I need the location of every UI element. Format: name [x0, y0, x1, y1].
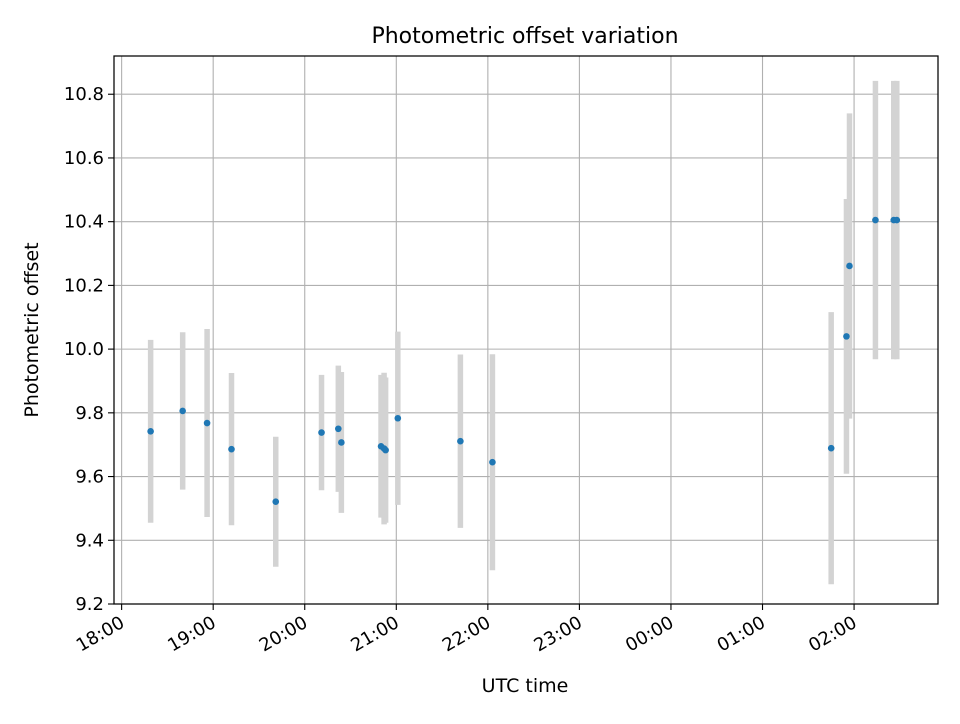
y-tick-label: 10.4 — [64, 212, 104, 233]
data-point — [272, 498, 280, 506]
data-point — [457, 437, 464, 445]
y-axis-ticks: 9.2 9.4 9.6 9.8 10.0 10.2 10.4 10.6 10.8 — [64, 84, 114, 615]
data-point — [203, 419, 211, 427]
data-point — [228, 445, 235, 453]
data-point — [394, 414, 402, 422]
plot-frame — [113, 55, 939, 605]
y-tick-label: 9.2 — [75, 594, 104, 615]
data-point — [382, 446, 389, 454]
y-tick-label: 10.0 — [64, 339, 104, 360]
data-point — [872, 216, 879, 224]
data-point — [318, 429, 325, 436]
data-point — [335, 425, 342, 433]
grid-layer — [114, 56, 938, 605]
chart-title: Photometric offset variation — [371, 24, 678, 49]
data-point — [147, 428, 154, 435]
y-axis-label: Photometric offset — [21, 242, 43, 417]
marker-layer — [147, 216, 901, 506]
y-tick-label: 10.6 — [64, 148, 104, 169]
data-point — [338, 439, 345, 446]
data-point — [843, 333, 850, 340]
y-tick-label: 9.4 — [75, 530, 104, 551]
x-axis-label: UTC time — [482, 675, 569, 697]
y-tick-label: 10.8 — [64, 84, 104, 105]
data-point — [827, 444, 835, 452]
y-tick-label: 9.8 — [75, 403, 104, 424]
y-tick-label: 10.2 — [64, 275, 104, 296]
y-tick-label: 9.6 — [75, 467, 104, 488]
data-point — [893, 216, 901, 224]
data-point — [179, 407, 186, 415]
data-point — [846, 262, 853, 270]
data-point — [489, 458, 496, 466]
